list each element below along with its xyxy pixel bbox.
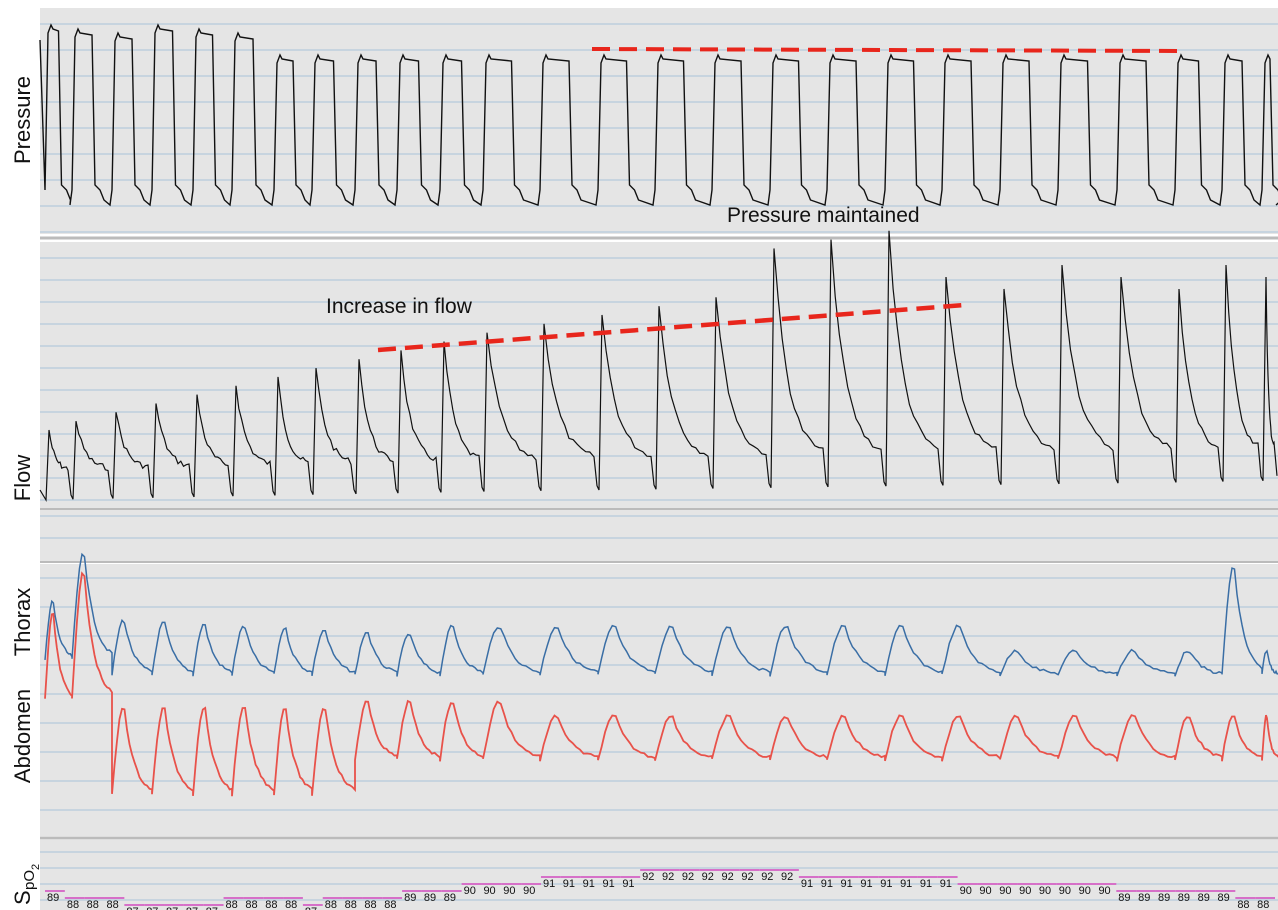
spo2-value: 88 [1237,899,1249,910]
abdomen-waveform [44,571,1278,797]
pressure-waveform [39,23,1278,207]
spo2-value: 88 [67,899,79,910]
flow-panel [40,242,1278,508]
spo2-value: 89 [1118,892,1130,904]
spo2-value: 88 [226,899,238,910]
spo2-value: 89 [1138,892,1150,904]
spo2-value: 91 [900,878,912,890]
spo2-value: 89 [404,892,416,904]
spo2-value: 91 [543,878,555,890]
spo2-value: 89 [424,892,436,904]
spo2-value: 92 [682,871,694,883]
label-base: S [10,890,35,905]
thorax-waveform [44,552,1278,677]
spo2-value: 92 [642,871,654,883]
spo2-value: 89 [444,892,456,904]
spo2-value: 87 [126,906,138,910]
pressure-panel [40,8,1278,234]
spo2-value: 88 [245,899,257,910]
spo2-value: 91 [801,878,813,890]
spo2-value: 91 [602,878,614,890]
spo2-value: 89 [1217,892,1229,904]
spo2-value: 89 [1178,892,1190,904]
spo2-value: 90 [979,885,991,897]
spo2-value: 92 [722,871,734,883]
spo2-trace: 89 88 88 88 87 87 87 87 87 88 88 88 88 87 88 88 88 88 89 89… [45,869,1275,910]
spo2-value: 91 [821,878,833,890]
spo2-value: 89 [47,892,59,904]
spo2-value: 90 [1059,885,1071,897]
spo2-value: 87 [166,906,178,910]
spo2-value: 88 [1257,899,1269,910]
label-subsub: 2 [30,864,42,870]
spo2-value: 88 [364,899,376,910]
channel-label: Flow [10,455,35,502]
spo2-value: 91 [563,878,575,890]
spo2-value: 90 [523,885,535,897]
spo2-value: 91 [880,878,892,890]
flow-waveform [39,230,1278,503]
spo2-value: 88 [285,899,297,910]
spo2-value: 92 [761,871,773,883]
effort-panel [40,564,1278,836]
spo2-value: 87 [206,906,218,910]
spo2-value: 90 [999,885,1011,897]
channel-label: Pressure [10,76,35,164]
spo2-value: 90 [960,885,972,897]
annotation: Pressure maintained [727,204,920,227]
spo2-value: 91 [622,878,634,890]
spo2-value: 88 [384,899,396,910]
spo2-value: 87 [186,906,198,910]
channel-label: Thorax [10,588,35,656]
trend-line [377,302,966,353]
spo2-value: 88 [265,899,277,910]
spo2-value: 90 [483,885,495,897]
channel-label: S pO 2 [10,864,42,905]
spo2-value: 92 [662,871,674,883]
channel-label: Abdomen [10,689,35,783]
spo2-value: 89 [1198,892,1210,904]
spo2-value: 91 [860,878,872,890]
spo2-value: 90 [464,885,476,897]
spo2-value: 88 [107,899,119,910]
spo2-value: 90 [503,885,515,897]
spo2-value: 91 [583,878,595,890]
spo2-value: 87 [146,906,158,910]
spo2-value: 88 [345,899,357,910]
spo2-value: 91 [841,878,853,890]
spo2-value: 91 [920,878,932,890]
spo2-value: 88 [87,899,99,910]
trend-line [591,47,1184,53]
annotation: Increase in flow [326,295,473,318]
spo2-value: 89 [1158,892,1170,904]
spo2-value: 87 [305,906,317,910]
spo2-value: 92 [702,871,714,883]
label-sub: pO [21,870,38,890]
spo2-value: 90 [1039,885,1051,897]
spo2-value: 90 [1019,885,1031,897]
spo2-value: 91 [940,878,952,890]
gap-panel [40,510,1278,562]
spo2-value: 92 [741,871,753,883]
spo2-value: 88 [325,899,337,910]
spo2-value: 90 [1079,885,1091,897]
spo2-value: 92 [781,871,793,883]
spo2-value: 90 [1098,885,1110,897]
